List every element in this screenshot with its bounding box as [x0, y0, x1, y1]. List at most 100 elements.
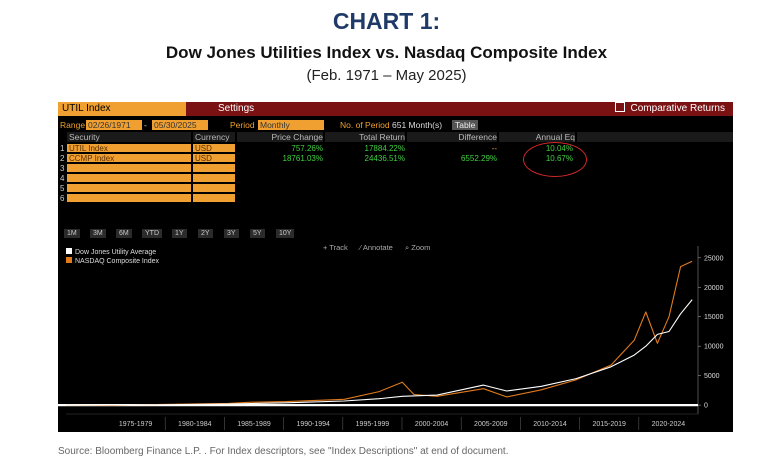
col-difference-label: Difference [458, 132, 497, 142]
legend-item-util: Dow Jones Utility Average [66, 248, 159, 257]
track-tool[interactable]: + Track [323, 243, 348, 252]
col-total-return-label: Total Return [359, 132, 405, 142]
col-spacer [577, 132, 733, 142]
security-cell[interactable] [67, 174, 191, 182]
plot-area[interactable]: 0 5000 10000 15000 20000 25000 1975-1979 1980-1… [58, 240, 733, 432]
table-row[interactable]: 5 [58, 184, 258, 193]
legend-label-util: Dow Jones Utility Average [75, 249, 157, 256]
col-annual-eq-label: Annual Eq [535, 132, 575, 142]
security-cell[interactable] [67, 164, 191, 172]
col-price-change-label: Price Change [271, 132, 323, 142]
y-tick-label: 25000 [704, 255, 724, 262]
col-price-change: Price Change [237, 132, 323, 142]
nop-label: No. of Period [340, 120, 390, 130]
price-change-cell: 18761.03% [282, 154, 323, 163]
nop-value: 651 Month(s) [392, 120, 443, 130]
row-number: 2 [60, 154, 65, 163]
currency-cell[interactable] [193, 174, 235, 182]
period-label: Period [230, 120, 255, 130]
col-currency: Currency [193, 132, 235, 142]
table-row[interactable]: 6 [58, 194, 258, 203]
line-chart-svg: 0 5000 10000 15000 20000 25000 1975-1979 1980-1… [58, 246, 724, 430]
chart-legend: Dow Jones Utility Average NASDAQ Composi… [66, 248, 159, 266]
currency-cell[interactable]: USD [193, 154, 235, 163]
tab-util-index[interactable]: UTIL Index [58, 102, 186, 116]
difference-cell: 6552.29% [460, 154, 497, 163]
table-row[interactable]: 4 [58, 174, 258, 183]
tab-comparative-returns[interactable]: Comparative Returns [614, 102, 725, 116]
chart-toolbar: + Track ⁄ Annotate ⌕ Zoom [323, 243, 440, 253]
row-number: 5 [60, 184, 65, 193]
x-tick-label: 1990-1994 [296, 421, 330, 428]
x-tick-label: 2005-2009 [474, 421, 508, 428]
legend-item-nasdaq: NASDAQ Composite Index [66, 257, 159, 266]
page-title: CHART 1: [332, 8, 441, 34]
x-tick-label: 1985-1989 [237, 421, 271, 428]
util-series-line [65, 299, 693, 406]
row-number: 4 [60, 174, 65, 183]
row-number: 6 [60, 194, 65, 203]
security-cell[interactable]: CCMP Index [67, 154, 191, 163]
currency-cell[interactable] [193, 194, 235, 202]
legend-swatch-util [66, 248, 72, 254]
tab-bar: UTIL Index Settings Comparative Returns [58, 102, 733, 116]
tab-comparative-returns-label: Comparative Returns [630, 103, 725, 114]
x-tick-label: 2010-2014 [533, 421, 567, 428]
y-tick-label: 15000 [704, 314, 724, 321]
table-row[interactable]: 3 [58, 164, 258, 173]
bloomberg-terminal-panel: UTIL Index Settings Comparative Returns … [58, 102, 733, 432]
currency-cell[interactable]: USD [193, 144, 235, 153]
security-cell[interactable] [67, 194, 191, 202]
legend-label-nasdaq: NASDAQ Composite Index [75, 258, 160, 265]
range-dash: - [144, 120, 147, 130]
row-number: 3 [60, 164, 65, 173]
x-tick-label: 2015-2019 [592, 421, 626, 428]
col-security: Security [67, 132, 191, 142]
y-tick-label: 10000 [704, 344, 724, 351]
col-total-return: Total Return [325, 132, 405, 142]
x-tick-label: 1980-1984 [178, 421, 212, 428]
period-button-1y[interactable]: 1Y [172, 229, 187, 238]
x-tick-label: 2020-2024 [652, 421, 686, 428]
external-link-icon [614, 102, 625, 112]
x-tick-label: 2000-2004 [415, 421, 449, 428]
annotate-tool[interactable]: ⁄ Annotate [359, 243, 393, 252]
total-return-cell: 17884.22% [364, 144, 405, 153]
period-button-3m[interactable]: 3M [90, 229, 106, 238]
period-button-10y[interactable]: 10Y [276, 229, 295, 238]
currency-cell[interactable] [193, 164, 235, 172]
col-difference: Difference [407, 132, 497, 142]
period-button-5y[interactable]: 5Y [250, 229, 265, 238]
col-security-label: Security [69, 132, 100, 142]
currency-cell[interactable] [193, 184, 235, 192]
security-cell[interactable]: UTIL Index [67, 144, 191, 153]
period-select[interactable]: Monthly [258, 120, 324, 130]
price-change-cell: 757.26% [291, 144, 323, 153]
y-tick-label: 0 [704, 403, 708, 410]
start-date-field[interactable]: 02/26/1971 [86, 120, 142, 130]
period-button-ytd[interactable]: YTD [142, 229, 162, 238]
period-button-6m[interactable]: 6M [116, 229, 132, 238]
range-label: Range [60, 120, 86, 130]
table-button[interactable]: Table [452, 120, 479, 130]
difference-cell: -- [491, 144, 497, 153]
col-currency-label: Currency [195, 132, 230, 142]
period-button-1m[interactable]: 1M [64, 229, 80, 238]
period-button-3y[interactable]: 3Y [224, 229, 239, 238]
tab-settings[interactable]: Settings [218, 103, 255, 114]
period-button-2y[interactable]: 2Y [198, 229, 213, 238]
chart-date-range: (Feb. 1971 – May 2025) [306, 67, 467, 84]
range-bar: Range 02/26/1971 - 05/30/2025 Period Mon… [58, 119, 733, 131]
chart-subtitle: Dow Jones Utilities Index vs. Nasdaq Com… [165, 43, 608, 62]
x-tick-label: 1975-1979 [119, 421, 153, 428]
zoom-tool[interactable]: ⌕ Zoom [404, 243, 431, 252]
nasdaq-series-line [65, 260, 693, 406]
legend-swatch-nasdaq [66, 257, 72, 263]
row-number: 1 [60, 144, 65, 153]
col-annual-eq: Annual Eq [499, 132, 575, 142]
table-row[interactable]: 1 UTIL Index USD 757.26% 17884.22% -- 10… [58, 144, 733, 153]
end-date-field[interactable]: 05/30/2025 [152, 120, 208, 130]
table-row[interactable]: 2 CCMP Index USD 18761.03% 24436.51% 655… [58, 154, 733, 163]
security-cell[interactable] [67, 184, 191, 192]
y-tick-label: 20000 [704, 285, 724, 292]
